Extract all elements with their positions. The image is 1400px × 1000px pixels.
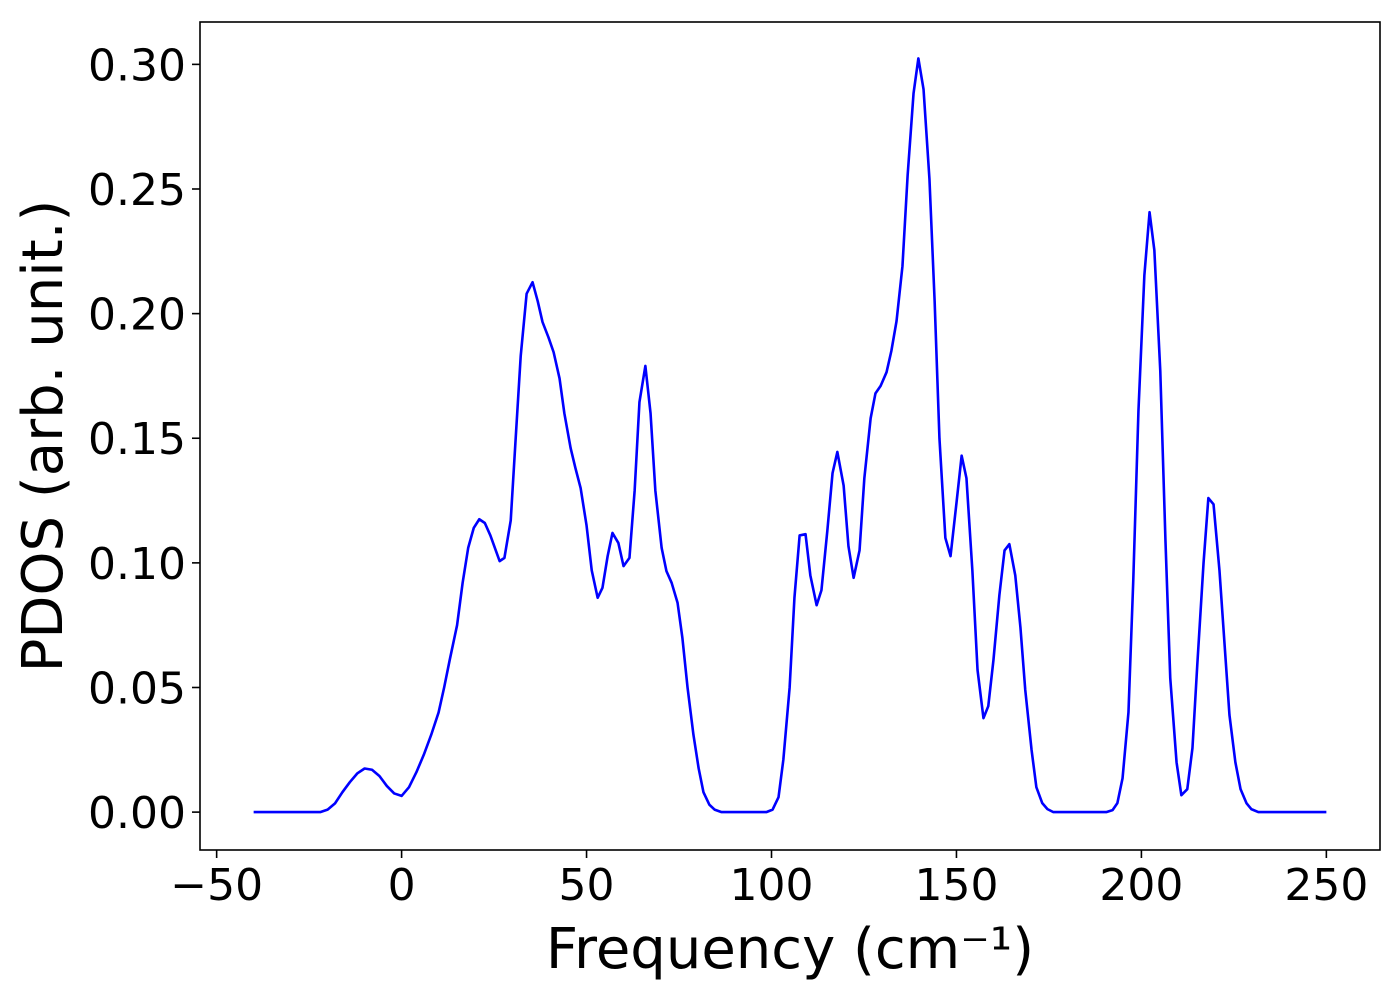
x-tick-label: 100 xyxy=(730,860,814,911)
y-axis-label: PDOS (arb. unit.) xyxy=(11,200,76,673)
data-line xyxy=(253,57,1327,814)
x-tick-label: 250 xyxy=(1284,860,1368,911)
x-tick-label: 150 xyxy=(914,860,998,911)
x-tick-label: 50 xyxy=(559,860,615,911)
plot-frame xyxy=(199,21,1381,851)
y-tick-label: 0.30 xyxy=(88,40,186,91)
y-tick-label: 0.15 xyxy=(88,414,186,465)
x-tick-label: 0 xyxy=(388,860,416,911)
x-tick-label: 200 xyxy=(1099,860,1183,911)
x-tick-label: −50 xyxy=(170,860,263,911)
y-tick-label: 0.20 xyxy=(88,290,186,341)
x-axis-label: Frequency (cm⁻¹) xyxy=(546,917,1034,982)
y-tick-label: 0.10 xyxy=(88,539,186,590)
y-tick-label: 0.25 xyxy=(88,165,186,216)
y-tick-label: 0.05 xyxy=(88,663,186,714)
y-tick-label: 0.00 xyxy=(88,788,186,839)
